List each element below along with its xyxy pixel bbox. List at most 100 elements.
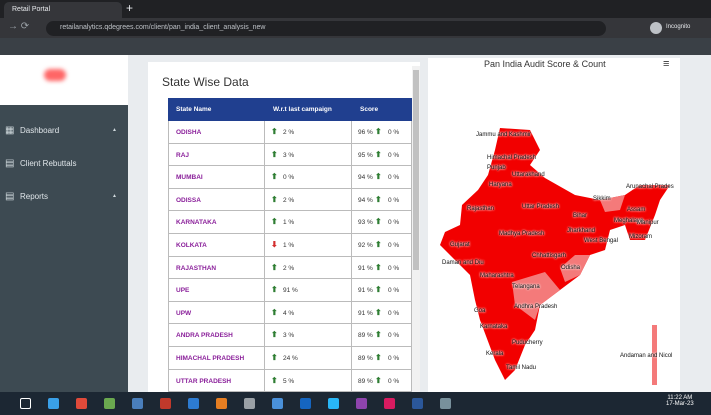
profile-icon[interactable]	[650, 22, 662, 34]
table-cell-bg	[168, 256, 265, 280]
state-name[interactable]: ODISSA	[176, 196, 201, 204]
change: 5 %	[283, 377, 295, 385]
table-cell-bg	[265, 301, 352, 325]
trend-arrow: ⬇	[271, 240, 278, 249]
map	[440, 128, 670, 385]
state-name[interactable]: RAJASTHAN	[176, 264, 217, 272]
map-label: Daman and Diu	[442, 260, 484, 266]
taskbar-icon[interactable]	[216, 398, 227, 409]
trend-arrow: ⬆	[271, 194, 278, 204]
map-label: Uttar Pradesh	[522, 204, 560, 210]
map-label: Tamil Nadu	[506, 365, 537, 371]
map-label: Andaman and Nicol	[620, 353, 673, 359]
logo	[44, 69, 66, 81]
table-cell-bg	[265, 188, 352, 212]
score-change: 0 %	[388, 219, 400, 227]
trend-arrow: ⬆	[271, 285, 278, 295]
sidebar-item[interactable]: Reports	[20, 192, 49, 201]
table-cell-bg	[265, 166, 352, 189]
state-name[interactable]: KOLKATA	[176, 242, 207, 249]
change: 1 %	[283, 242, 295, 249]
taskbar-icon[interactable]	[76, 398, 87, 409]
map-label: Rajasthan	[467, 206, 495, 212]
score: 92 %	[358, 242, 373, 249]
state-name[interactable]: ODISHA	[176, 129, 202, 136]
table-cell-bg	[265, 211, 352, 234]
address-bar[interactable]: retailanalytics.qdegrees.com/client/pan_…	[46, 21, 606, 36]
taskbar-icon[interactable]	[160, 398, 171, 409]
taskbar-icon[interactable]	[356, 398, 367, 409]
state-name[interactable]: KARNATAKA	[176, 219, 217, 227]
tab[interactable]: Retail Portal	[4, 2, 122, 18]
trend-arrow: ⬆	[375, 194, 382, 204]
map-label: Puducherry	[512, 340, 543, 346]
scroll-thumb[interactable]	[413, 70, 419, 270]
table-cell-bg	[352, 347, 412, 370]
table-cell-bg	[265, 256, 352, 280]
trend-arrow: ⬆	[375, 330, 382, 340]
header-cell: W.r.t last campaign	[265, 98, 352, 121]
taskbar-icon[interactable]	[412, 398, 423, 409]
state-name[interactable]: HIMACHAL PRADESH	[176, 355, 245, 362]
score-change: 0 %	[388, 242, 400, 249]
sidebar-icon: ▤	[5, 158, 15, 169]
score-change: 0 %	[388, 129, 400, 136]
taskbar-icon[interactable]	[132, 398, 143, 409]
score: 89 %	[358, 377, 373, 385]
table-cell-bg	[265, 347, 352, 370]
score: 91 %	[358, 287, 373, 295]
trend-arrow: ⬆	[271, 172, 278, 182]
sidebar-item[interactable]: Client Rebuttals	[20, 159, 77, 168]
new-tab[interactable]: +	[126, 1, 134, 15]
table-cell-bg	[352, 143, 412, 167]
table-cell-bg	[265, 369, 352, 393]
state-name[interactable]: MUMBAI	[176, 174, 203, 182]
state-light	[512, 272, 560, 320]
state-name[interactable]: RAJ	[176, 151, 190, 159]
map-label: Kerala	[486, 351, 504, 357]
taskbar-icon[interactable]	[104, 398, 115, 409]
taskbar-icon[interactable]	[300, 398, 311, 409]
map-label: Arunachal Prades	[626, 184, 674, 190]
trend-arrow: ⬆	[271, 149, 278, 159]
state-name[interactable]: UTTAR PRADESH	[176, 377, 232, 385]
change: 0 %	[283, 174, 295, 182]
menu-icon[interactable]: ≡	[663, 58, 670, 70]
table-cell-bg	[265, 324, 352, 347]
table-cell-bg	[352, 166, 412, 189]
taskbar-icon[interactable]	[440, 398, 451, 409]
trend-arrow: ⬆	[375, 149, 382, 159]
scrollbar[interactable]	[412, 66, 420, 392]
profile: Incognito	[666, 24, 691, 30]
map-label: Himachal Pradesh	[487, 155, 537, 161]
sidebar-item[interactable]: Dashboard	[20, 126, 60, 135]
map-label: Bihar	[573, 213, 588, 219]
state-name[interactable]: UPE	[176, 287, 190, 295]
taskbar-icon[interactable]	[188, 398, 199, 409]
page-header	[0, 38, 711, 55]
score: 89 %	[358, 355, 373, 362]
taskbar-icon[interactable]	[48, 398, 59, 409]
map-label: Punjab	[487, 165, 506, 171]
table-cell-bg	[352, 301, 412, 325]
score: 93 %	[358, 219, 373, 227]
taskbar-icon[interactable]	[272, 398, 283, 409]
score-change: 0 %	[388, 174, 400, 182]
taskbar-icon[interactable]	[384, 398, 395, 409]
taskbar-icon[interactable]	[20, 398, 31, 409]
table-title: State Wise Data	[162, 75, 249, 89]
taskbar-icon[interactable]	[244, 398, 255, 409]
table-cell-bg	[168, 301, 265, 325]
trend-arrow: ⬆	[271, 330, 278, 340]
nav-buttons[interactable]: → ⟳	[8, 21, 30, 32]
state-name[interactable]: ANDRA PRADESH	[176, 332, 233, 340]
table-cell-bg	[265, 234, 352, 257]
trend-arrow: ⬆	[375, 240, 382, 249]
state-name[interactable]: UPW	[176, 309, 192, 317]
score-change: 0 %	[388, 151, 400, 159]
table-cell-bg	[352, 234, 412, 257]
trend-arrow: ⬆	[375, 217, 382, 227]
score-change: 0 %	[388, 332, 400, 340]
change: 3 %	[283, 332, 295, 340]
taskbar-icon[interactable]	[328, 398, 339, 409]
